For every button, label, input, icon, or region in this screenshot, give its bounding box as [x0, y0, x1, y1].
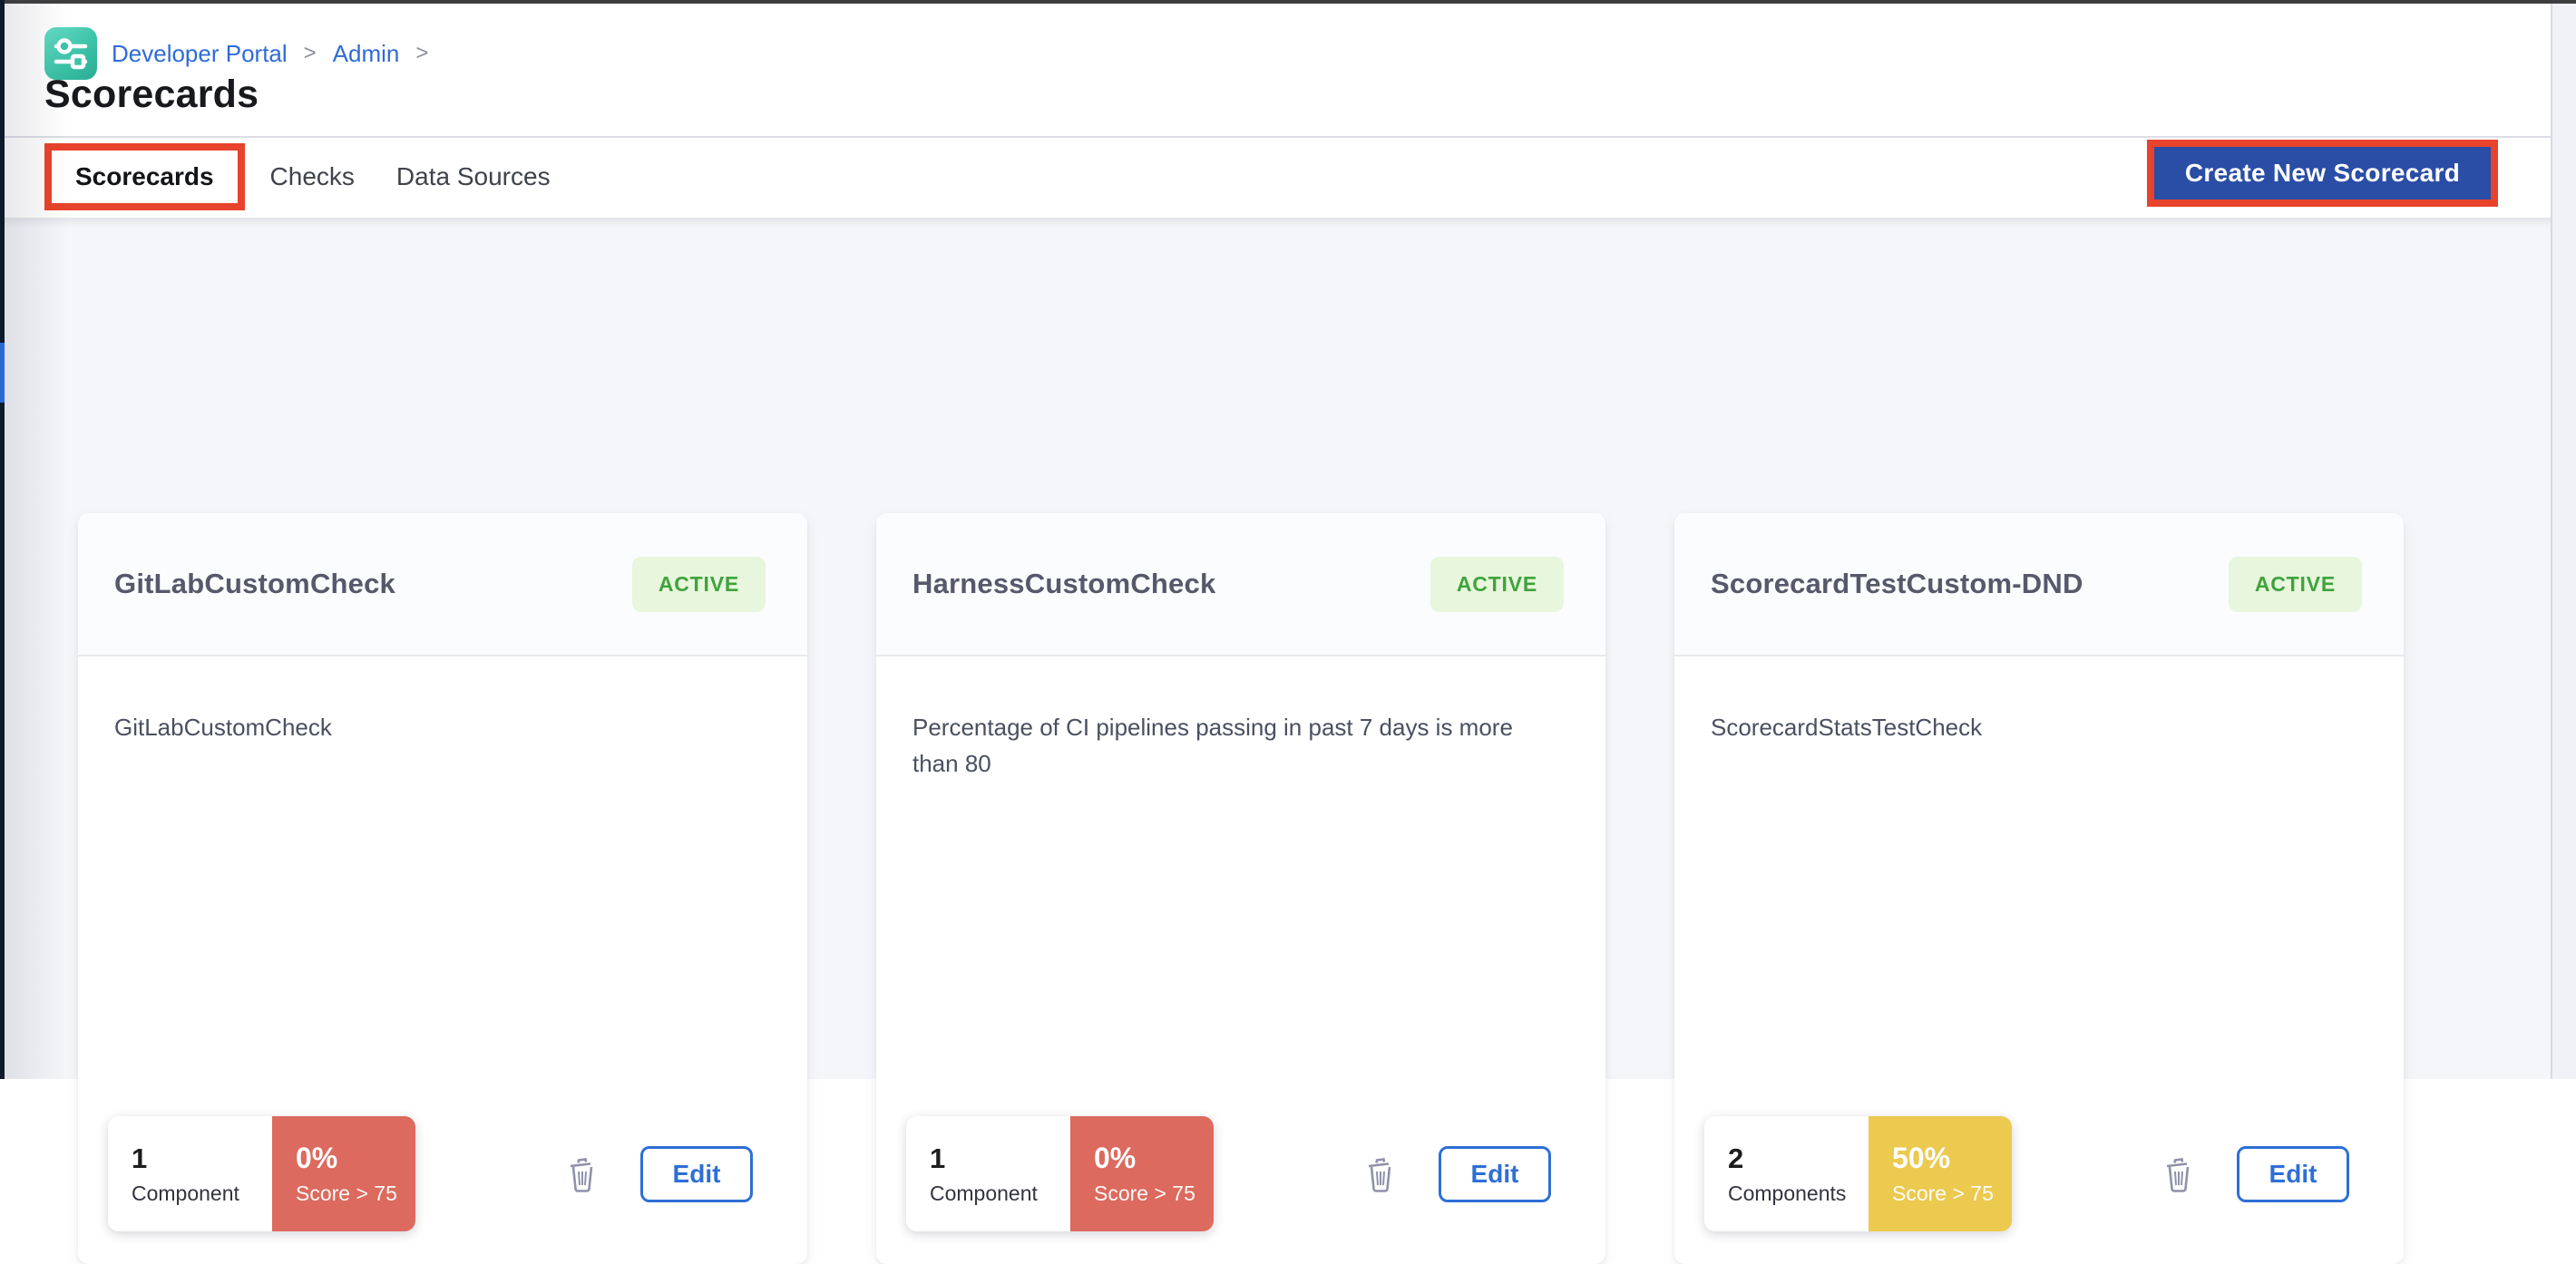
scorecard-card: ScorecardTestCustom-DND ACTIVE Scorecard…	[1674, 513, 2404, 1264]
tab-checks[interactable]: Checks	[269, 162, 355, 190]
component-score-stat: 2 Components 50% Score > 75	[1704, 1116, 2012, 1231]
chevron-right-icon: >	[415, 41, 429, 65]
page-header: Developer Portal > Admin > Scorecards	[5, 4, 2551, 138]
scorecard-list: GitLabCustomCheck ACTIVE GitLabCustomChe…	[78, 513, 2404, 1264]
components-count: 1	[930, 1142, 946, 1174]
breadcrumb-link-developer-portal[interactable]: Developer Portal	[112, 39, 288, 67]
components-stat: 1 Component	[906, 1116, 1070, 1231]
tab-scorecards[interactable]: Scorecards	[75, 162, 214, 190]
status-badge: ACTIVE	[2228, 556, 2362, 612]
chevron-right-icon: >	[303, 41, 317, 65]
scrollbar-track[interactable]	[2551, 4, 2576, 1079]
component-score-stat: 1 Component 0% Score > 75	[906, 1116, 1214, 1231]
trash-icon	[570, 1157, 593, 1192]
score-percent: 0%	[296, 1142, 338, 1174]
card-header: ScorecardTestCustom-DND ACTIVE	[1674, 513, 2404, 656]
card-header: HarnessCustomCheck ACTIVE	[876, 513, 1605, 656]
card-header: GitLabCustomCheck ACTIVE	[78, 513, 807, 656]
edit-scorecard-button[interactable]: Edit	[640, 1145, 753, 1202]
score-threshold-label: Score > 75	[296, 1181, 397, 1205]
developer-portal-icon	[44, 27, 97, 80]
card-title: HarnessCustomCheck	[912, 568, 1216, 599]
delete-scorecard-button[interactable]	[2162, 1155, 2195, 1193]
breadcrumb: Developer Portal > Admin >	[44, 27, 430, 80]
content-area: GitLabCustomCheck ACTIVE GitLabCustomChe…	[5, 218, 2551, 1264]
trash-icon	[1368, 1157, 1391, 1192]
status-badge: ACTIVE	[631, 556, 766, 612]
card-description: GitLabCustomCheck	[114, 714, 332, 741]
tab-data-sources[interactable]: Data Sources	[395, 162, 551, 190]
components-count: 2	[1728, 1142, 1744, 1174]
sidebar-active-indicator	[0, 343, 5, 403]
scorecard-card: HarnessCustomCheck ACTIVE Percentage of …	[876, 513, 1605, 1264]
card-footer: 1 Component 0% Score > 75	[876, 1116, 1605, 1264]
collapsed-sidebar-rail	[0, 0, 5, 1079]
component-score-stat: 1 Component 0% Score > 75	[108, 1116, 415, 1231]
score-stat: 50% Score > 75	[1869, 1116, 2012, 1231]
components-label: Component	[930, 1181, 1038, 1205]
window-top-edge	[0, 0, 2576, 4]
card-description: ScorecardStatsTestCheck	[1711, 714, 1983, 741]
delete-scorecard-button[interactable]	[566, 1155, 599, 1193]
create-new-scorecard-button[interactable]: Create New Scorecard	[2154, 147, 2491, 199]
components-stat: 2 Components	[1704, 1116, 1869, 1231]
card-title: ScorecardTestCustom-DND	[1711, 568, 2083, 599]
score-percent: 50%	[1892, 1142, 1951, 1174]
components-label: Components	[1728, 1181, 1847, 1205]
trash-icon	[2166, 1157, 2190, 1192]
score-threshold-label: Score > 75	[1094, 1181, 1195, 1205]
card-description: Percentage of CI pipelines passing in pa…	[912, 714, 1513, 778]
score-stat: 0% Score > 75	[272, 1116, 415, 1231]
card-footer: 2 Components 50% Score > 75	[1674, 1116, 2404, 1264]
status-badge: ACTIVE	[1429, 556, 1564, 612]
card-title: GitLabCustomCheck	[114, 568, 395, 599]
score-percent: 0%	[1094, 1142, 1137, 1174]
scorecard-card: GitLabCustomCheck ACTIVE GitLabCustomChe…	[78, 513, 807, 1264]
card-footer: 1 Component 0% Score > 75	[78, 1116, 807, 1264]
edit-scorecard-button[interactable]: Edit	[2237, 1145, 2349, 1202]
tab-bar: Scorecards Checks Data Sources	[5, 138, 2551, 216]
annotation-box-create-button: Create New Scorecard	[2147, 140, 2498, 207]
score-stat: 0% Score > 75	[1070, 1116, 1214, 1231]
edit-scorecard-button[interactable]: Edit	[1439, 1145, 1551, 1202]
breadcrumb-link-admin[interactable]: Admin	[332, 39, 400, 67]
score-threshold-label: Score > 75	[1892, 1181, 1994, 1205]
components-stat: 1 Component	[108, 1116, 272, 1231]
page-title: Scorecards	[44, 73, 259, 116]
annotation-box-scorecards-tab: Scorecards	[44, 143, 245, 210]
delete-scorecard-button[interactable]	[1364, 1155, 1397, 1193]
components-label: Component	[132, 1181, 239, 1205]
components-count: 1	[132, 1142, 148, 1174]
